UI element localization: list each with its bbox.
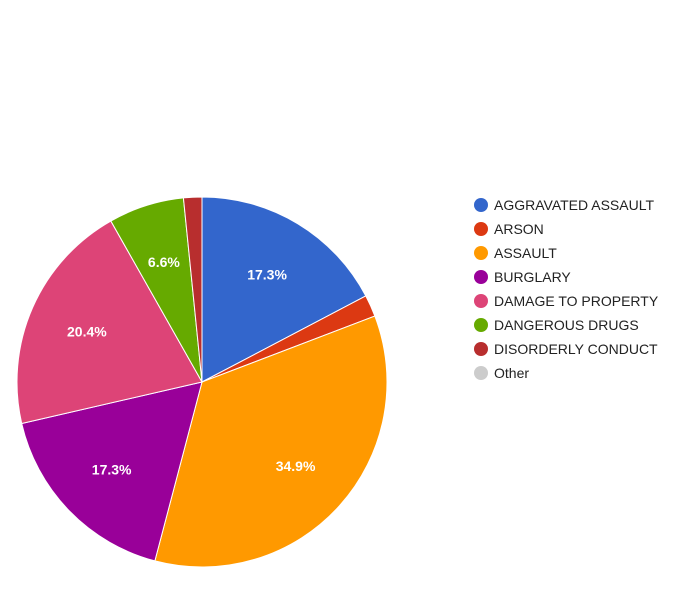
slice-label-dangerous-drugs: 6.6%: [148, 254, 180, 270]
legend-item-other[interactable]: Other: [474, 365, 529, 381]
legend-item-damage-to-property[interactable]: DAMAGE TO PROPERTY: [474, 293, 659, 309]
legend-swatch: [474, 246, 488, 260]
legend-label: AGGRAVATED ASSAULT: [494, 197, 654, 213]
pie-slice-damage-to-property[interactable]: [16, 220, 203, 425]
legend-label: ARSON: [494, 221, 544, 237]
legend-item-assault[interactable]: ASSAULT: [474, 245, 557, 261]
pie-slice-aggravated-assault[interactable]: [201, 196, 367, 383]
pie-slice-burglary[interactable]: [21, 381, 203, 562]
slice-label-assault: 34.9%: [276, 458, 316, 474]
legend-label: DANGEROUS DRUGS: [494, 317, 639, 333]
legend-item-disorderly-conduct[interactable]: DISORDERLY CONDUCT: [474, 341, 658, 357]
legend-swatch: [474, 342, 488, 356]
legend: AGGRAVATED ASSAULT ARSON ASSAULT BURGLARY DA…: [474, 197, 659, 381]
legend-item-arson[interactable]: ARSON: [474, 221, 544, 237]
legend-swatch: [474, 222, 488, 236]
slice-label-damage-to-property: 20.4%: [67, 323, 107, 339]
legend-label: ASSAULT: [494, 245, 557, 261]
legend-item-burglary[interactable]: BURGLARY: [474, 269, 571, 285]
legend-item-aggravated-assault[interactable]: AGGRAVATED ASSAULT: [474, 197, 654, 213]
legend-label: Other: [494, 365, 529, 381]
legend-swatch: [474, 198, 488, 212]
pie-slice-assault[interactable]: [154, 315, 388, 568]
legend-label: BURGLARY: [494, 269, 571, 285]
legend-swatch: [474, 366, 488, 380]
legend-item-dangerous-drugs[interactable]: DANGEROUS DRUGS: [474, 317, 639, 333]
legend-label: DAMAGE TO PROPERTY: [494, 293, 659, 309]
slice-label-burglary: 17.3%: [92, 462, 132, 478]
pie-slices: [16, 196, 388, 568]
legend-swatch: [474, 270, 488, 284]
pie-slice-disorderly-conduct[interactable]: [182, 196, 203, 383]
legend-swatch: [474, 294, 488, 308]
legend-label: DISORDERLY CONDUCT: [494, 341, 658, 357]
slice-label-aggravated-assault: 17.3%: [247, 266, 287, 282]
legend-swatch: [474, 318, 488, 332]
slice-labels: 17.3% 34.9% 17.3% 20.4% 6.6%: [67, 254, 316, 477]
